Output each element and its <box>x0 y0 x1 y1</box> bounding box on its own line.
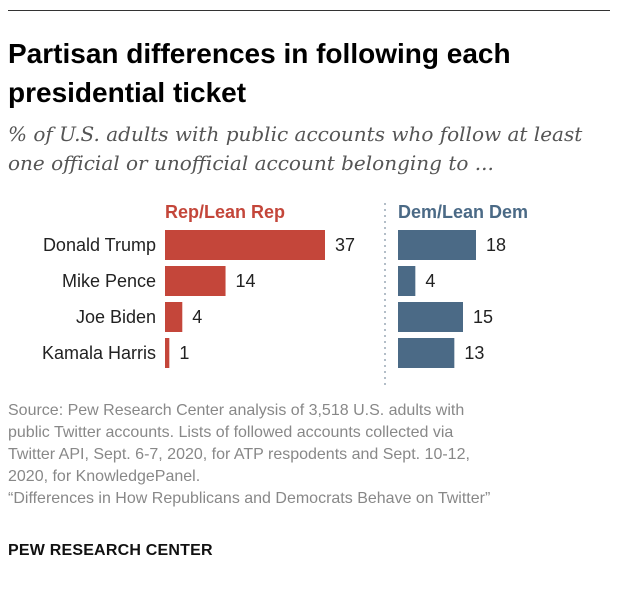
series-header: Rep/Lean Rep <box>165 202 285 222</box>
data-label: 4 <box>192 307 202 327</box>
chart-subtitle: % of U.S. adults with public accounts wh… <box>8 122 583 175</box>
series-header: Dem/Lean Dem <box>398 202 528 222</box>
footer-brand: PEW RESEARCH CENTER <box>8 542 213 559</box>
data-label: 1 <box>179 343 189 363</box>
category-label: Joe Biden <box>76 307 156 327</box>
chart-title: Partisan differences in following each p… <box>8 38 511 108</box>
bar <box>398 266 416 296</box>
source-line: public Twitter accounts. Lists of follow… <box>8 424 454 441</box>
source-line: “Differences in How Republicans and Demo… <box>8 490 491 507</box>
source-line: 2020, for KnowledgePanel. <box>8 468 201 485</box>
data-label: 15 <box>473 307 493 327</box>
bar <box>165 266 226 296</box>
category-label: Mike Pence <box>62 271 156 291</box>
bar <box>165 230 325 260</box>
source-line: Source: Pew Research Center analysis of … <box>8 402 465 419</box>
bar <box>398 230 476 260</box>
category-label: Kamala Harris <box>42 343 156 363</box>
data-label: 13 <box>464 343 484 363</box>
bar <box>165 302 183 332</box>
data-label: 14 <box>236 271 256 291</box>
bar-chart: Donald Trump Mike Pence Joe Biden Kamala Ha… <box>42 202 528 385</box>
bar <box>398 338 455 368</box>
data-label: 37 <box>335 235 355 255</box>
top-rule <box>8 10 610 11</box>
source-line: Twitter API, Sept. 6-7, 2020, for ATP re… <box>8 446 470 463</box>
data-label: 4 <box>425 271 435 291</box>
source-note: Source: Pew Research Center analysis of … <box>8 400 612 510</box>
category-label: Donald Trump <box>43 235 156 255</box>
data-label: 18 <box>486 235 506 255</box>
bar <box>165 338 170 368</box>
bar <box>398 302 463 332</box>
